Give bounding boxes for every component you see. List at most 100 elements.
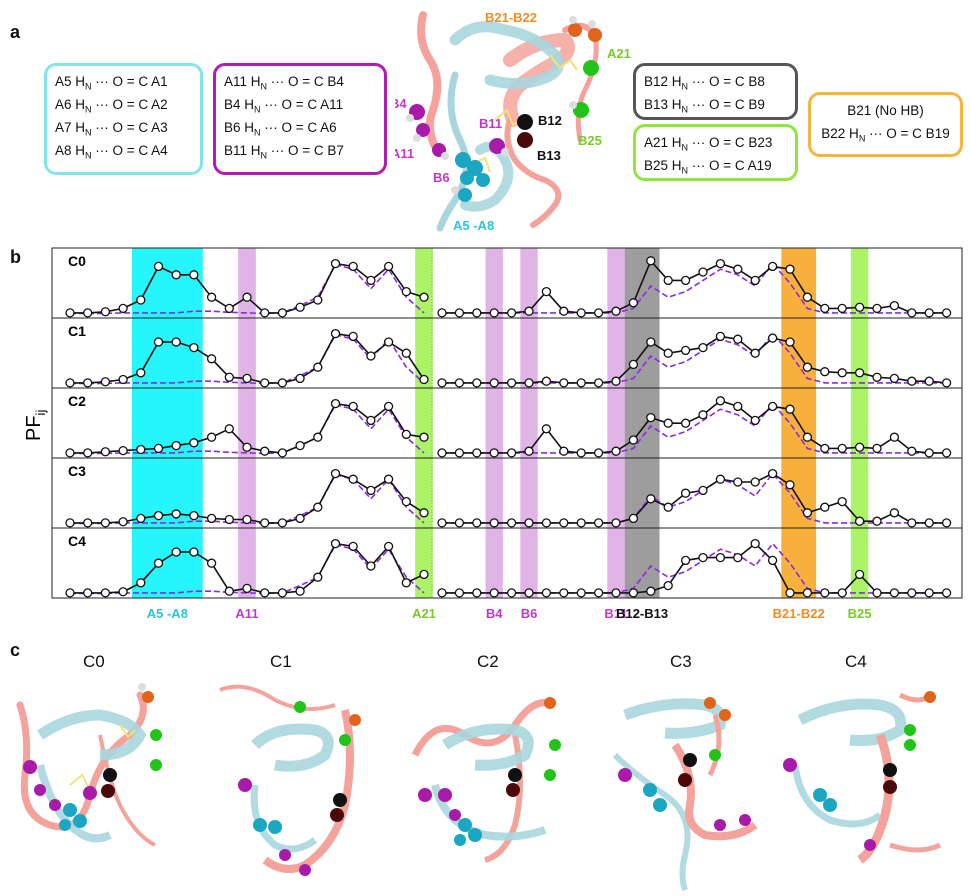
hbond-box-green: A21 HN ··· O = C B23 B25 HN ··· O = C A1…	[633, 124, 798, 181]
data-point	[224, 586, 234, 596]
data-point	[136, 444, 146, 455]
reference-line	[70, 543, 425, 595]
data-point	[785, 480, 795, 490]
data-point	[472, 588, 482, 598]
data-point	[802, 292, 813, 302]
data-point	[941, 308, 952, 318]
data-point	[330, 468, 341, 479]
highlight-label: B12-B13	[616, 606, 668, 621]
data-point	[889, 300, 900, 311]
data-point	[663, 418, 673, 428]
data-point	[820, 367, 830, 377]
data-point	[750, 415, 760, 426]
data-point	[277, 378, 288, 388]
data-point	[277, 308, 288, 318]
data-point	[837, 368, 847, 378]
hbond-line: B13 HN ··· O = C B9	[644, 97, 765, 115]
data-point	[83, 518, 93, 528]
data-point	[506, 448, 517, 458]
conformer-c0-structure	[16, 683, 162, 847]
data-point	[419, 432, 429, 442]
hbond-line: A5 HN ··· O = C A1	[55, 74, 168, 92]
data-point	[472, 448, 482, 458]
data-point	[118, 374, 128, 385]
data-point	[383, 541, 394, 552]
data-point	[419, 292, 429, 302]
data-point	[628, 298, 639, 308]
data-point	[541, 518, 552, 528]
row-labels: C0 C1 C2 C3 C4	[68, 253, 86, 549]
data-point	[171, 509, 181, 519]
data-point	[295, 513, 305, 524]
data-point	[189, 270, 199, 280]
highlight-band	[485, 248, 503, 598]
data-point	[242, 442, 252, 452]
hbond-line: B22 HN ··· O = C B19	[821, 126, 950, 144]
data-point	[153, 443, 164, 454]
data-point	[889, 508, 900, 518]
data-point	[295, 373, 305, 384]
hbond-box-orange: B21 (No HB) B22 HN ··· O = C B19	[808, 92, 963, 157]
data-point	[224, 303, 234, 314]
data-point	[206, 432, 217, 442]
data-point	[437, 588, 447, 598]
data-point	[171, 270, 181, 280]
data-point	[941, 588, 952, 598]
conformer-label-c2: C2	[477, 652, 499, 671]
data-point	[941, 518, 952, 528]
data-point	[224, 372, 234, 382]
data-point	[260, 588, 270, 598]
data-point	[171, 440, 181, 451]
highlight-label: B11	[604, 606, 627, 621]
data-point	[437, 378, 447, 388]
data-point	[872, 588, 882, 598]
conformer-c2-structure	[411, 697, 561, 863]
data-point	[506, 308, 517, 318]
conformer-label-c4: C4	[845, 652, 867, 671]
highlight-band	[607, 248, 625, 598]
data-point	[171, 337, 181, 347]
data-point	[941, 378, 952, 388]
data-point	[189, 547, 199, 557]
data-point	[401, 429, 411, 440]
data-point	[489, 378, 499, 388]
data-point	[854, 368, 865, 378]
data-point	[313, 362, 323, 372]
label-b12: B12	[538, 113, 562, 128]
data-point	[454, 588, 465, 598]
highlight-label: B25	[848, 606, 872, 621]
data-point	[698, 485, 708, 496]
label-b4: B4	[395, 96, 407, 111]
data-point	[767, 401, 778, 412]
row-frames	[51, 247, 963, 599]
data-point	[593, 378, 604, 388]
data-point	[118, 445, 128, 456]
data-point	[872, 443, 882, 454]
data-point	[348, 401, 358, 412]
data-point	[100, 307, 111, 317]
data-point	[153, 510, 164, 521]
data-point	[837, 588, 847, 598]
conformer-structures	[16, 683, 942, 891]
data-point	[698, 552, 708, 563]
data-point	[680, 488, 691, 498]
protein-structure-main: B21-B22 A21 B4 B11 B12 A11 B13 B25 B6 A5…	[395, 10, 631, 233]
data-point	[628, 588, 639, 598]
data-point	[611, 376, 621, 386]
data-point	[872, 303, 882, 314]
data-point	[242, 292, 252, 302]
data-point	[559, 518, 569, 528]
data-point	[83, 448, 93, 458]
data-point	[100, 588, 111, 598]
data-point	[401, 348, 411, 358]
data-point	[136, 578, 146, 588]
data-point	[489, 518, 499, 528]
data-point	[889, 432, 900, 442]
data-point	[611, 588, 621, 598]
data-point	[472, 518, 482, 528]
data-point	[785, 337, 795, 347]
data-point	[454, 308, 465, 318]
data-point	[541, 424, 552, 434]
